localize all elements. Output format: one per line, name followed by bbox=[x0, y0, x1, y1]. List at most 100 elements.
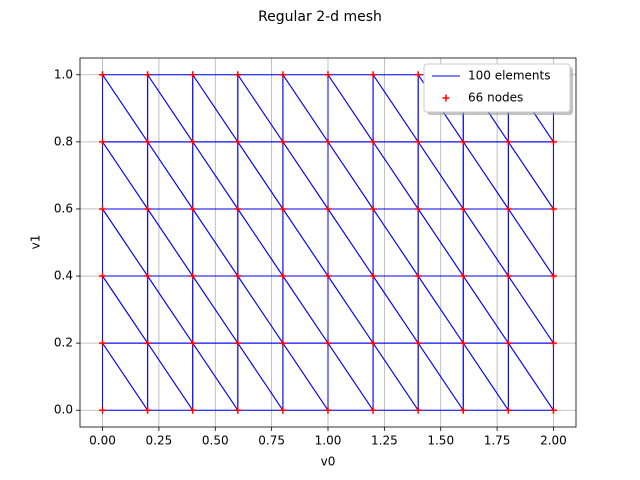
plot-frame bbox=[79, 57, 577, 428]
node bbox=[369, 205, 377, 213]
node bbox=[144, 272, 152, 280]
x-tick-label: 0.75 bbox=[258, 434, 285, 448]
element bbox=[237, 141, 284, 210]
node bbox=[99, 205, 107, 213]
x-tick-label: 0.00 bbox=[89, 434, 116, 448]
node bbox=[234, 138, 242, 146]
node bbox=[414, 205, 422, 213]
node bbox=[234, 339, 242, 347]
node bbox=[504, 205, 512, 213]
node bbox=[144, 205, 152, 213]
element bbox=[507, 141, 554, 210]
element bbox=[327, 208, 374, 277]
element bbox=[282, 275, 329, 344]
x-axis-label: v0 bbox=[321, 455, 336, 469]
legend-label: 100 elements bbox=[468, 69, 550, 83]
element bbox=[462, 208, 509, 277]
node bbox=[504, 138, 512, 146]
element bbox=[507, 342, 554, 411]
node bbox=[369, 406, 377, 414]
element bbox=[372, 275, 419, 344]
node bbox=[504, 406, 512, 414]
node bbox=[144, 339, 152, 347]
node bbox=[279, 71, 287, 79]
node bbox=[144, 138, 152, 146]
element bbox=[282, 141, 329, 210]
node bbox=[234, 205, 242, 213]
node bbox=[279, 406, 287, 414]
node bbox=[414, 71, 422, 79]
node bbox=[369, 138, 377, 146]
element bbox=[237, 74, 284, 143]
node bbox=[234, 272, 242, 280]
node bbox=[549, 272, 557, 280]
y-tick-label: 0.8 bbox=[54, 134, 73, 148]
node bbox=[279, 272, 287, 280]
y-axis-label: v1 bbox=[29, 235, 43, 250]
element bbox=[282, 74, 329, 143]
node bbox=[414, 138, 422, 146]
node bbox=[279, 339, 287, 347]
node bbox=[189, 339, 197, 347]
element bbox=[462, 275, 509, 344]
element bbox=[237, 275, 284, 344]
node bbox=[189, 138, 197, 146]
x-tick-label: 1.00 bbox=[315, 434, 342, 448]
element bbox=[327, 141, 374, 210]
x-tick-label: 0.25 bbox=[146, 434, 173, 448]
node bbox=[369, 339, 377, 347]
element bbox=[372, 342, 419, 411]
x-tick-label: 1.75 bbox=[484, 434, 511, 448]
node bbox=[189, 406, 197, 414]
element bbox=[147, 275, 194, 344]
node bbox=[279, 205, 287, 213]
node bbox=[234, 71, 242, 79]
chart-title: Regular 2-d mesh bbox=[258, 9, 382, 25]
node bbox=[504, 272, 512, 280]
legend-marker bbox=[442, 94, 450, 102]
element bbox=[102, 275, 149, 344]
element bbox=[237, 342, 284, 411]
element bbox=[462, 141, 509, 210]
node bbox=[414, 339, 422, 347]
node bbox=[549, 205, 557, 213]
node bbox=[99, 406, 107, 414]
y-tick-label: 0.4 bbox=[54, 269, 73, 283]
element bbox=[372, 208, 419, 277]
legend-label: 66 nodes bbox=[468, 91, 523, 105]
x-tick-label: 1.25 bbox=[371, 434, 398, 448]
element bbox=[327, 275, 374, 344]
node bbox=[189, 205, 197, 213]
node bbox=[279, 138, 287, 146]
y-tick-label: 0.0 bbox=[54, 403, 73, 417]
x-tick-label: 1.50 bbox=[427, 434, 454, 448]
node bbox=[144, 71, 152, 79]
node bbox=[369, 71, 377, 79]
element bbox=[147, 74, 194, 143]
node bbox=[369, 272, 377, 280]
node bbox=[324, 272, 332, 280]
node bbox=[189, 272, 197, 280]
node bbox=[324, 406, 332, 414]
element bbox=[102, 74, 149, 143]
node bbox=[324, 205, 332, 213]
y-tick-label: 0.2 bbox=[54, 336, 73, 350]
node bbox=[459, 138, 467, 146]
element bbox=[102, 208, 149, 277]
element bbox=[282, 208, 329, 277]
element bbox=[327, 74, 374, 143]
node bbox=[144, 406, 152, 414]
node bbox=[99, 272, 107, 280]
x-tick-label: 0.50 bbox=[202, 434, 229, 448]
node bbox=[459, 406, 467, 414]
element bbox=[462, 342, 509, 411]
element bbox=[372, 74, 419, 143]
node bbox=[324, 339, 332, 347]
node bbox=[99, 339, 107, 347]
y-tick-label: 1.0 bbox=[54, 67, 73, 81]
node bbox=[549, 138, 557, 146]
node bbox=[459, 339, 467, 347]
x-tick-label: 2.00 bbox=[540, 434, 567, 448]
element bbox=[327, 342, 374, 411]
